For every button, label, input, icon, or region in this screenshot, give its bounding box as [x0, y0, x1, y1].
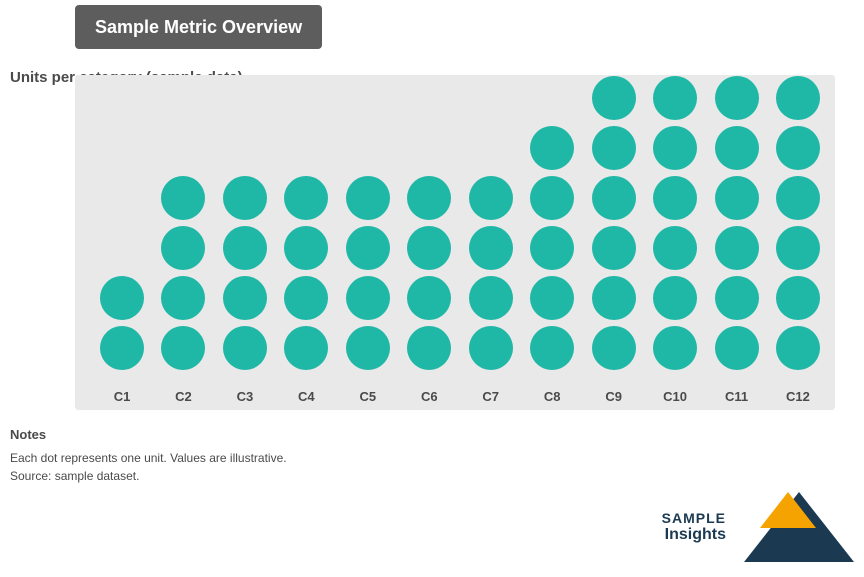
x-axis-label: C6	[402, 389, 456, 404]
dot-chart: C1 C2 C3 C4 C5 C6 C7 C8 C9 C10 C11 C12	[75, 75, 835, 410]
chart-column	[218, 176, 272, 370]
x-axis-label: C3	[218, 389, 272, 404]
chart-dot-icon	[407, 326, 451, 370]
x-axis-label: C12	[771, 389, 825, 404]
chart-dot-icon	[100, 326, 144, 370]
x-axis-label: C10	[648, 389, 702, 404]
brand-line1: SAMPLE	[662, 510, 726, 526]
chart-column	[648, 76, 702, 370]
chart-dot-icon	[592, 176, 636, 220]
chart-dot-icon	[346, 226, 390, 270]
chart-dot-icon	[346, 326, 390, 370]
x-axis-label: C5	[341, 389, 395, 404]
logo-triangle-gold-icon	[760, 492, 816, 528]
chart-plot-area	[95, 90, 825, 370]
chart-dot-icon	[653, 126, 697, 170]
chart-dot-icon	[592, 326, 636, 370]
brand-block: SAMPLE Insights	[514, 487, 854, 567]
chart-column	[156, 176, 210, 370]
chart-dot-icon	[530, 326, 574, 370]
chart-dot-icon	[653, 276, 697, 320]
chart-columns	[95, 90, 825, 370]
chart-column	[464, 176, 518, 370]
chart-column	[279, 176, 333, 370]
chart-dot-icon	[530, 226, 574, 270]
chart-dot-icon	[776, 276, 820, 320]
footnote-lines: Each dot represents one unit. Values are…	[10, 449, 490, 485]
chart-dot-icon	[223, 176, 267, 220]
footnote-line: Each dot represents one unit. Values are…	[10, 449, 490, 467]
footnote-line: Source: sample dataset.	[10, 467, 490, 485]
chart-dot-icon	[715, 276, 759, 320]
chart-dot-icon	[592, 276, 636, 320]
chart-dot-icon	[161, 276, 205, 320]
chart-dot-icon	[161, 326, 205, 370]
x-axis-label: C1	[95, 389, 149, 404]
chart-dot-icon	[715, 176, 759, 220]
chart-dot-icon	[469, 226, 513, 270]
chart-dot-icon	[653, 226, 697, 270]
chart-dot-icon	[284, 226, 328, 270]
page: Sample Metric Overview Units per categor…	[0, 0, 864, 577]
chart-dot-icon	[161, 226, 205, 270]
chart-column	[587, 76, 641, 370]
chart-dot-icon	[407, 226, 451, 270]
chart-dot-icon	[100, 276, 144, 320]
chart-dot-icon	[469, 176, 513, 220]
chart-dot-icon	[346, 276, 390, 320]
x-axis-label: C7	[464, 389, 518, 404]
chart-dot-icon	[407, 276, 451, 320]
chart-dot-icon	[469, 326, 513, 370]
x-axis-label: C11	[710, 389, 764, 404]
chart-dot-icon	[284, 176, 328, 220]
chart-column	[525, 126, 579, 370]
chart-dot-icon	[469, 276, 513, 320]
x-axis-label: C8	[525, 389, 579, 404]
x-axis-label: C9	[587, 389, 641, 404]
chart-dot-icon	[776, 76, 820, 120]
chart-dot-icon	[653, 176, 697, 220]
chart-dot-icon	[653, 76, 697, 120]
chart-dot-icon	[530, 176, 574, 220]
chart-dot-icon	[776, 226, 820, 270]
chart-column	[710, 76, 764, 370]
chart-dot-icon	[715, 326, 759, 370]
chart-dot-icon	[530, 126, 574, 170]
chart-dot-icon	[346, 176, 390, 220]
chart-dot-icon	[776, 176, 820, 220]
chart-dot-icon	[592, 226, 636, 270]
chart-dot-icon	[284, 326, 328, 370]
chart-column	[402, 176, 456, 370]
x-axis-label: C2	[156, 389, 210, 404]
brand-logo-icon	[744, 492, 854, 562]
chart-dot-icon	[284, 276, 328, 320]
chart-dot-icon	[592, 76, 636, 120]
page-title: Sample Metric Overview	[95, 17, 302, 38]
chart-dot-icon	[715, 226, 759, 270]
header-bar: Sample Metric Overview	[75, 5, 322, 49]
brand-text: SAMPLE Insights	[662, 510, 726, 544]
brand-line2: Insights	[662, 526, 726, 544]
chart-dot-icon	[592, 126, 636, 170]
footnote: Notes Each dot represents one unit. Valu…	[10, 425, 490, 485]
footnote-title: Notes	[10, 425, 490, 445]
chart-dot-icon	[161, 176, 205, 220]
chart-x-axis: C1 C2 C3 C4 C5 C6 C7 C8 C9 C10 C11 C12	[95, 389, 825, 404]
chart-dot-icon	[776, 126, 820, 170]
chart-dot-icon	[530, 276, 574, 320]
chart-dot-icon	[715, 76, 759, 120]
x-axis-label: C4	[279, 389, 333, 404]
chart-dot-icon	[653, 326, 697, 370]
chart-column	[771, 76, 825, 370]
chart-dot-icon	[407, 176, 451, 220]
chart-dot-icon	[223, 276, 267, 320]
chart-dot-icon	[223, 326, 267, 370]
chart-dot-icon	[776, 326, 820, 370]
chart-dot-icon	[223, 226, 267, 270]
chart-column	[341, 176, 395, 370]
chart-column	[95, 276, 149, 370]
chart-dot-icon	[715, 126, 759, 170]
